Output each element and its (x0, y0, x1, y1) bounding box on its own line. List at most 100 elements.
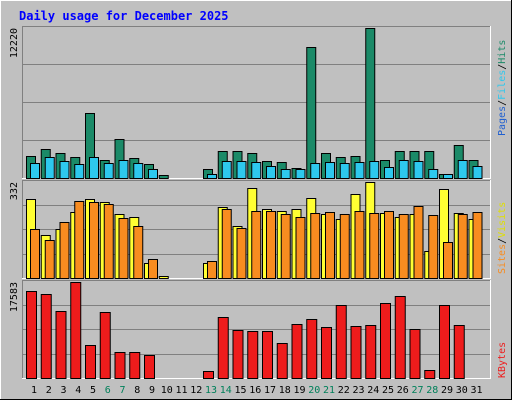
bar-kbytes-day-17 (262, 331, 273, 379)
bar-files-day-6 (103, 163, 114, 179)
bar-files-day-22 (339, 163, 350, 179)
x-tick-label: 6 (105, 385, 111, 396)
bar-sites-day-6 (103, 204, 114, 279)
bar-files-day-17 (266, 166, 276, 179)
x-tick-label: 24 (367, 385, 379, 396)
bar-sites-day-27 (413, 206, 424, 279)
bar-kbytes-day-1 (26, 291, 37, 379)
bar-files-day-24 (369, 161, 380, 179)
bar-files-day-20 (310, 163, 321, 179)
bar-sites-day-3 (59, 222, 70, 279)
bar-kbytes-day-19 (291, 324, 303, 379)
legend-hits: Hits (497, 40, 508, 64)
bar-sites-day-29 (443, 242, 453, 279)
legend-kbytes: KBytes (497, 342, 508, 378)
bar-sites-day-31 (472, 212, 483, 279)
bar-sites-day-28 (428, 215, 439, 279)
bar-sites-day-22 (339, 214, 350, 279)
legend-sites: Sites (497, 244, 508, 274)
bar-sites-day-13 (207, 261, 217, 279)
bar-sites-day-2 (44, 240, 55, 279)
x-tick-label: 15 (234, 385, 246, 396)
bar-sites-day-1 (30, 229, 40, 279)
x-tick-label: 27 (411, 385, 423, 396)
bar-files-day-13 (207, 174, 217, 179)
x-tick-label: 21 (323, 385, 335, 396)
bar-kbytes-day-20 (306, 319, 318, 379)
bar-kbytes-day-28 (424, 370, 436, 379)
bar-sites-day-4 (74, 201, 85, 279)
x-tick-label: 16 (249, 385, 261, 396)
bar-kbytes-day-9 (144, 355, 155, 379)
bar-files-day-5 (89, 157, 99, 179)
bar-sites-day-25 (384, 211, 394, 279)
bar-sites-day-5 (89, 202, 99, 279)
bar-files-day-4 (74, 164, 85, 179)
bar-files-day-9 (148, 169, 158, 179)
x-tick-label: 8 (134, 385, 140, 396)
x-tick-label: 14 (220, 385, 232, 396)
bar-sites-day-23 (354, 211, 365, 279)
bar-files-day-25 (384, 167, 394, 179)
bar-kbytes-day-24 (365, 325, 377, 379)
bar-sites-day-30 (457, 214, 468, 279)
bar-sites-day-15 (236, 228, 247, 279)
bar-files-day-27 (413, 161, 424, 179)
bar-files-day-19 (295, 169, 306, 179)
bar-sites-day-26 (398, 214, 409, 279)
bar-kbytes-day-26 (394, 296, 406, 379)
bar-kbytes-day-15 (232, 330, 244, 379)
x-tick-label: 5 (90, 385, 96, 396)
legend-visits: Visits (497, 202, 508, 238)
bar-files-day-16 (251, 162, 262, 179)
x-tick-label: 7 (119, 385, 125, 396)
bar-kbytes-day-27 (409, 329, 421, 379)
bar-kbytes-day-4 (70, 282, 82, 379)
x-tick-label: 19 (293, 385, 305, 396)
bar-kbytes-day-18 (276, 343, 288, 379)
bar-files-day-2 (44, 157, 55, 179)
legend-separator: / (497, 100, 508, 106)
bar-sites-day-16 (251, 211, 262, 279)
bar-files-day-14 (221, 161, 232, 179)
bar-sites-day-21 (325, 212, 335, 279)
bar-kbytes-day-3 (55, 311, 67, 379)
bar-files-day-28 (428, 169, 439, 179)
bar-files-day-18 (280, 169, 291, 179)
bar-sites-day-18 (280, 214, 291, 279)
bar-kbytes-day-30 (453, 325, 465, 379)
x-tick-label: 31 (470, 385, 482, 396)
x-tick-label: 13 (205, 385, 217, 396)
x-tick-label: 22 (338, 385, 350, 396)
y-max-label: 17583 (9, 282, 20, 312)
x-tick-label: 20 (308, 385, 320, 396)
x-tick-label: 28 (426, 385, 438, 396)
bar-sites-day-8 (133, 226, 144, 279)
chart-title: Daily usage for December 2025 (19, 9, 229, 23)
x-tick-label: 23 (352, 385, 364, 396)
bar-kbytes-day-14 (217, 317, 229, 379)
y-max-label: 332 (9, 182, 20, 200)
x-tick-label: 2 (46, 385, 52, 396)
bar-files-day-23 (354, 162, 365, 179)
bar-hits-day-20 (306, 47, 317, 179)
x-tick-label: 11 (175, 385, 187, 396)
bar-sites-day-19 (295, 217, 306, 279)
bar-kbytes-day-21 (321, 327, 332, 379)
x-tick-label: 10 (161, 385, 173, 396)
y-max-label: 12220 (9, 28, 20, 58)
bar-files-day-15 (236, 161, 247, 179)
bar-kbytes-day-23 (350, 326, 362, 379)
bar-kbytes-day-29 (439, 305, 450, 379)
legend-panel1: Pages/Files/Hits (497, 40, 508, 136)
bar-sites-day-14 (221, 209, 232, 279)
x-tick-label: 9 (149, 385, 155, 396)
bar-kbytes-day-8 (129, 352, 141, 379)
bar-files-day-21 (325, 162, 335, 179)
legend-files: Files (497, 70, 508, 100)
x-tick-label: 25 (382, 385, 394, 396)
bar-kbytes-day-25 (380, 303, 391, 379)
bar-sites-day-7 (118, 218, 129, 279)
bar-files-day-3 (59, 161, 70, 179)
